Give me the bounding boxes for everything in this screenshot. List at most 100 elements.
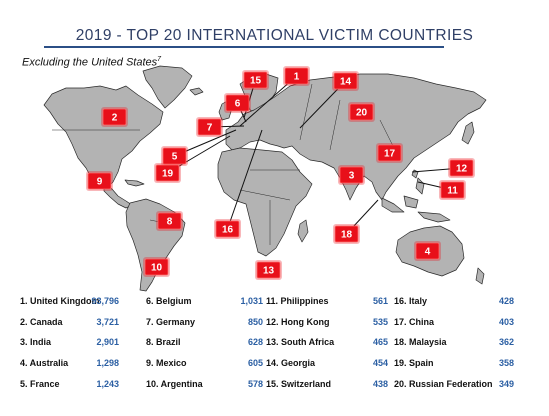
legend-country-label: 9. Mexico: [146, 358, 187, 369]
legend-country-label: 19. Spain: [394, 358, 434, 369]
marker-label: 12: [456, 164, 468, 175]
legend-victim-count: 428: [498, 296, 514, 306]
legend-country-label: 18. Malaysia: [394, 337, 447, 348]
legend-country-label: 1. United Kingdom: [20, 296, 100, 306]
marker-label: 17: [384, 149, 396, 160]
legend-victim-count: 1,243: [96, 378, 119, 389]
map-marker-1: 1: [283, 66, 310, 86]
marker-label: 14: [340, 77, 352, 88]
legend-victim-count: 362: [498, 337, 514, 348]
marker-box: [377, 144, 402, 162]
map-markers: 15 1 14 6 2 20 7 5 17 12 19 3 11 9 8 18 16 4 10 13: [86, 66, 475, 280]
marker-box: [334, 225, 359, 243]
legend-victim-count: 850: [247, 316, 263, 327]
map-marker-4: 4: [414, 241, 441, 261]
map-marker-3: 3: [338, 165, 365, 185]
subtitle-text: Excluding the United States: [22, 56, 158, 69]
legend-victim-count: 1,298: [96, 358, 119, 369]
philippines-shape: [415, 177, 425, 195]
marker-box: [339, 166, 364, 184]
map-marker-17: 17: [376, 143, 403, 163]
map-marker-13: 13: [255, 260, 282, 280]
marker-box: [197, 118, 222, 136]
marker-label: 7: [207, 123, 213, 134]
marker-box: [162, 147, 187, 165]
north-america-shape: [43, 85, 164, 188]
legend-victim-count: 2,901: [96, 337, 119, 348]
new-zealand-shape: [475, 267, 485, 285]
marker-label: 6: [235, 99, 241, 110]
legend-victim-count: 578: [247, 378, 263, 389]
world-map: 15 1 14 6 2 20 7 5 17 12 19 3 11 9 8 18 16 4 10 13: [43, 65, 487, 292]
marker-label: 10: [151, 263, 163, 274]
map-marker-2: 2: [101, 107, 128, 127]
legend-country-label: 4. Australia: [20, 358, 69, 369]
map-marker-18: 18: [333, 224, 360, 244]
marker-label: 20: [356, 108, 368, 119]
indonesia-shape: [381, 195, 451, 223]
marker-box: [440, 181, 465, 199]
legend-country-label: 14. Georgia: [266, 358, 316, 369]
legend-victim-count: 535: [372, 316, 388, 327]
subtitle-footnote: 7: [157, 56, 162, 63]
marker-box: [243, 71, 268, 89]
ranking-legend: 1. United Kingdom 93,796 2. Canada 3,721 3. …: [20, 296, 525, 396]
africa-shape: [217, 147, 313, 257]
map-marker-9: 9: [86, 171, 113, 191]
marker-box: [87, 172, 112, 190]
marker-label: 3: [349, 171, 355, 182]
legend-country-label: 17. China: [394, 316, 435, 327]
marker-box: [256, 261, 281, 279]
legend-country-label: 5. France: [20, 378, 60, 389]
legend-country-label: 16. Italy: [394, 296, 428, 306]
legend-victim-count: 605: [247, 358, 263, 369]
marker-box: [157, 212, 182, 230]
legend-country-label: 3. India: [20, 337, 52, 348]
marker-label: 5: [172, 152, 178, 163]
title-rule: [44, 46, 444, 48]
legend-country-label: 20. Russian Federation: [394, 378, 493, 389]
marker-label: 13: [263, 266, 275, 277]
legend-victim-count: 454: [372, 358, 388, 369]
marker-box: [155, 164, 180, 182]
marker-label: 11: [447, 186, 458, 197]
greenland-shape: [142, 65, 193, 109]
marker-label: 8: [167, 217, 173, 228]
legend-country-label: 11. Philippines: [266, 296, 329, 306]
marker-box: [449, 159, 474, 177]
chart-subtitle: Excluding the United States7: [22, 56, 161, 69]
map-marker-7: 7: [196, 117, 223, 137]
legend-country-label: 8. Brazil: [146, 337, 181, 348]
legend-victim-count: 3,721: [96, 316, 119, 327]
marker-box: [225, 94, 250, 112]
legend-victim-count: 349: [498, 378, 514, 389]
japan-shape: [461, 121, 475, 145]
marker-label: 18: [341, 230, 353, 241]
map-marker-15: 15: [242, 70, 269, 90]
map-marker-16: 16: [214, 219, 241, 239]
map-marker-12: 12: [448, 158, 475, 178]
legend-victim-count: 465: [372, 337, 388, 348]
marker-box: [284, 67, 309, 85]
map-marker-20: 20: [348, 102, 375, 122]
legend-victim-count: 1,031: [240, 296, 263, 306]
legend-country-label: 10. Argentina: [146, 378, 203, 389]
marker-box: [144, 258, 169, 276]
madagascar-shape: [297, 219, 309, 243]
legend-country-label: 7. Germany: [146, 316, 196, 327]
leader-line-16: [227, 129, 263, 230]
legend-victim-count: 561: [372, 296, 388, 306]
marker-label: 1: [294, 72, 300, 83]
legend-victim-count: 93,796: [91, 296, 119, 306]
marker-box: [415, 242, 440, 260]
legend-victim-count: 358: [498, 358, 514, 369]
map-marker-8: 8: [156, 211, 183, 231]
marker-label: 9: [97, 177, 103, 188]
legend-country-label: 13. South Africa: [266, 337, 335, 348]
chart-title: 2019 - TOP 20 INTERNATIONAL VICTIM COUNT…: [75, 27, 474, 44]
map-marker-6: 6: [224, 93, 251, 113]
marker-label: 4: [425, 247, 431, 258]
marker-box: [349, 103, 374, 121]
marker-box: [215, 220, 240, 238]
map-marker-14: 14: [332, 71, 359, 91]
